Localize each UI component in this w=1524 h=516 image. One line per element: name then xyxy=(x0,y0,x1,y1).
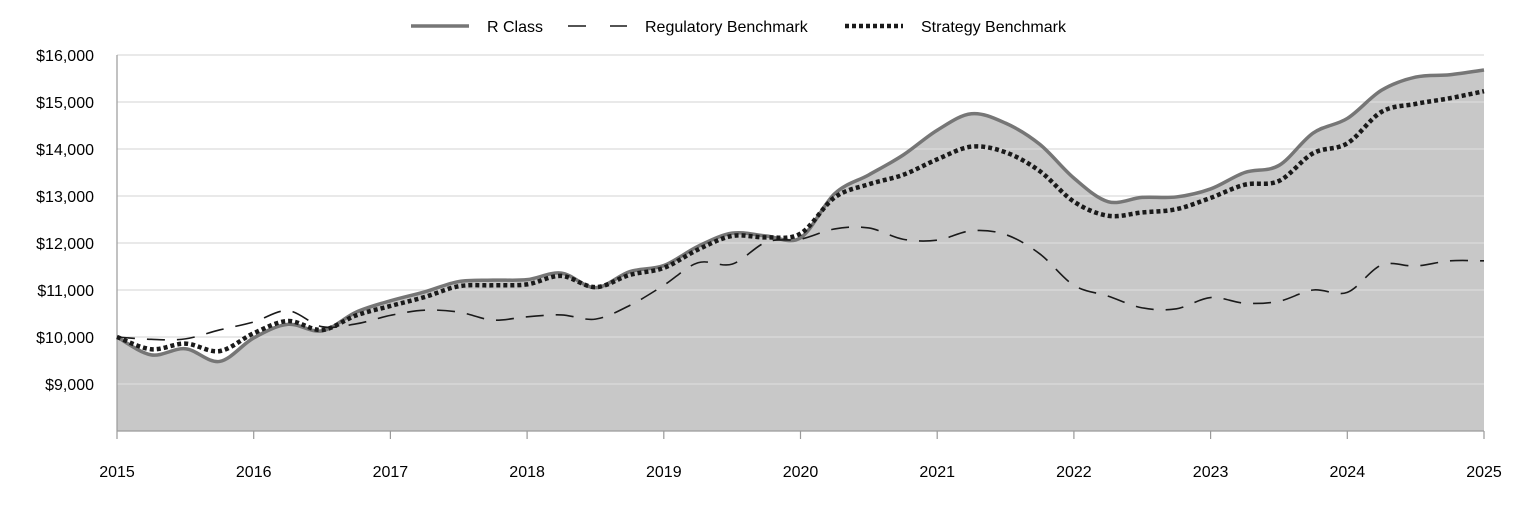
y-tick-label: $13,000 xyxy=(36,189,94,206)
y-tick-label: $15,000 xyxy=(36,95,94,112)
series-line-r-class xyxy=(116,68,1485,364)
series-line-strategy-benchmark xyxy=(116,88,1485,354)
x-tick-label: 2016 xyxy=(236,464,272,481)
x-tick-label: 2020 xyxy=(783,464,819,481)
y-tick-label: $12,000 xyxy=(36,236,94,253)
x-tick-label: 2019 xyxy=(646,464,682,481)
x-tick-label: 2024 xyxy=(1330,464,1366,481)
plot-area: $9,000 $10,000 $11,000 $12,000 $13,000 $14,00… xyxy=(36,48,1502,481)
x-tick-label: 2018 xyxy=(509,464,545,481)
y-tick-label: $10,000 xyxy=(36,330,94,347)
y-tick-label: $9,000 xyxy=(45,377,94,394)
legend-label-regulatory-benchmark: Regulatory Benchmark xyxy=(645,19,809,36)
x-tick-label: 2025 xyxy=(1466,464,1502,481)
y-tick-label: $16,000 xyxy=(36,48,94,65)
x-tick-label: 2023 xyxy=(1193,464,1229,481)
y-tick-label: $14,000 xyxy=(36,142,94,159)
legend-label-r-class: R Class xyxy=(487,19,543,36)
x-tick-label: 2015 xyxy=(99,464,135,481)
legend-label-strategy-benchmark: Strategy Benchmark xyxy=(921,19,1067,36)
r-class-area xyxy=(117,70,1484,431)
x-tick-label: 2022 xyxy=(1056,464,1092,481)
x-tick-label: 2021 xyxy=(919,464,955,481)
x-tick-label: 2017 xyxy=(373,464,409,481)
series-line-regulatory-benchmark xyxy=(116,226,1485,341)
y-tick-label: $11,000 xyxy=(37,283,94,300)
chart-legend: R Class Regulatory Benchmark Strategy Be… xyxy=(411,19,1067,36)
